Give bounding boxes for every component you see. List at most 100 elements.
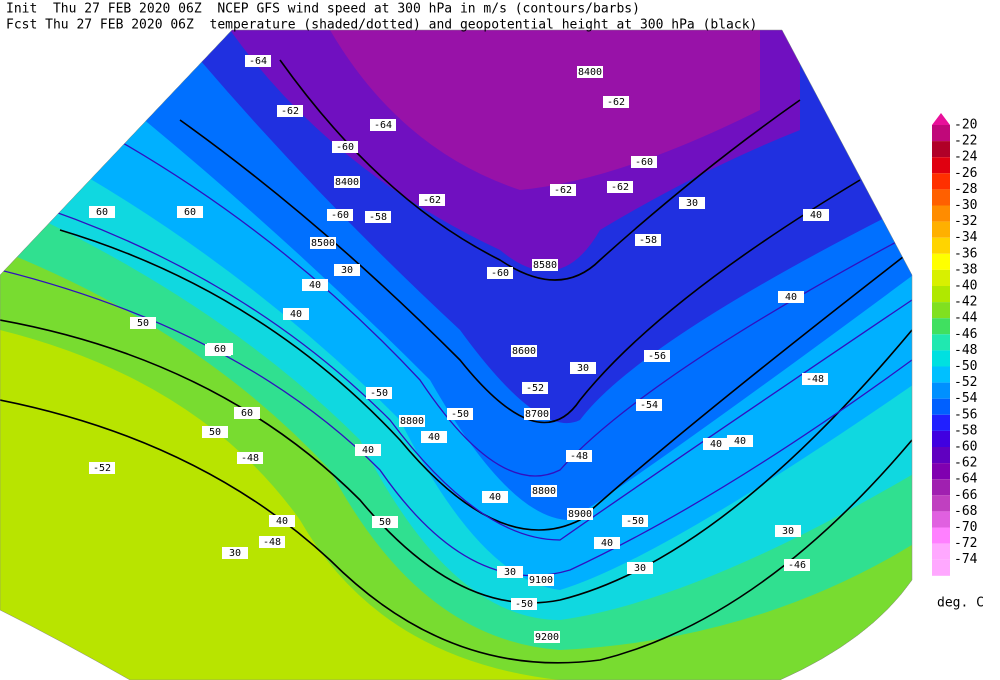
label-box — [202, 426, 228, 438]
colorbar-swatch — [932, 302, 950, 319]
colorbar-label: -42 — [954, 295, 977, 310]
map-label: -60 — [491, 268, 509, 279]
label-box — [524, 408, 550, 420]
label-box — [365, 211, 391, 223]
colorbar-label: -70 — [954, 520, 977, 535]
colorbar-label: -30 — [954, 198, 977, 213]
label-box — [269, 515, 295, 527]
colorbar-swatch — [932, 269, 950, 286]
label-box — [532, 259, 558, 271]
label-box — [355, 444, 381, 456]
colorbar-label: -52 — [954, 375, 977, 390]
label-box — [784, 559, 810, 571]
label-box — [803, 209, 829, 221]
colorbar-label: -68 — [954, 504, 977, 519]
label-box — [727, 435, 753, 447]
map-label: 40 — [428, 432, 440, 443]
map-label: 60 — [184, 207, 196, 218]
colorbar-label: -46 — [954, 327, 977, 342]
label-box — [207, 343, 233, 355]
label-box — [603, 96, 629, 108]
colorbar-label: -24 — [954, 150, 978, 165]
colorbar-label: -44 — [954, 311, 978, 326]
map-label: -62 — [554, 185, 572, 196]
map-label: 40 — [601, 538, 613, 549]
label-box — [497, 566, 523, 578]
label-box — [302, 279, 328, 291]
colorbar-swatch — [932, 527, 950, 544]
label-box — [802, 373, 828, 385]
colorbar-swatch — [932, 286, 950, 303]
map-label: 9100 — [529, 575, 553, 586]
map-label: 60 — [96, 207, 108, 218]
map-label: 8800 — [400, 416, 424, 427]
map-label: -48 — [806, 374, 824, 385]
map-label: -58 — [369, 212, 387, 223]
label-box — [531, 485, 557, 497]
colorbar-swatch — [932, 447, 950, 464]
colorbar-swatch — [932, 543, 950, 560]
label-box — [327, 209, 353, 221]
map-label: 8700 — [525, 409, 549, 420]
map-label: 40 — [710, 439, 722, 450]
label-box — [234, 407, 260, 419]
map-label: -50 — [451, 409, 469, 420]
label-box — [372, 516, 398, 528]
colorbar-swatch — [932, 221, 950, 238]
label-box — [511, 598, 537, 610]
label-box — [259, 536, 285, 548]
colorbar-swatch — [932, 173, 950, 190]
label-box — [534, 631, 560, 643]
map-label: 40 — [734, 436, 746, 447]
map-label: -50 — [370, 388, 388, 399]
header-line: Init Thu 27 FEB 2020 06Z NCEP GFS wind s… — [6, 2, 640, 17]
label-box — [399, 415, 425, 427]
colorbar-swatch — [932, 141, 950, 158]
label-box — [447, 408, 473, 420]
label-box — [245, 55, 271, 67]
map-label: -52 — [93, 463, 111, 474]
map-label: 60 — [241, 408, 253, 419]
colorbar-swatch — [932, 350, 950, 367]
colorbar-swatch — [932, 237, 950, 254]
colorbar-label: -32 — [954, 214, 977, 229]
map-label: -62 — [607, 97, 625, 108]
colorbar-swatch — [932, 334, 950, 351]
map-label: -62 — [423, 195, 441, 206]
colorbar-swatch — [932, 479, 950, 496]
colorbar-label: -62 — [954, 456, 977, 471]
colorbar-label: -56 — [954, 407, 977, 422]
label-box — [636, 399, 662, 411]
colorbar-swatch — [932, 398, 950, 415]
label-box — [577, 66, 603, 78]
label-box — [130, 317, 156, 329]
map-label: 8580 — [533, 260, 557, 271]
colorbar-swatch — [932, 318, 950, 335]
map-label: 30 — [782, 526, 794, 537]
label-box — [511, 345, 537, 357]
map-label: -50 — [515, 599, 533, 610]
map-label: 40 — [489, 492, 501, 503]
colorbar-swatch — [932, 414, 950, 431]
colorbar-label: -54 — [954, 391, 978, 406]
colorbar-swatch — [932, 189, 950, 206]
label-box — [631, 156, 657, 168]
colorbar-label: -58 — [954, 423, 977, 438]
map-label: -62 — [611, 182, 629, 193]
map-label: 40 — [276, 516, 288, 527]
map-label: -60 — [635, 157, 653, 168]
label-box — [366, 387, 392, 399]
label-box — [332, 141, 358, 153]
map-label: 40 — [309, 280, 321, 291]
label-box — [778, 291, 804, 303]
map-label: 40 — [362, 445, 374, 456]
colorbar-label: -26 — [954, 166, 977, 181]
colorbar-label: -74 — [954, 552, 978, 567]
colorbar-label: -22 — [954, 134, 977, 149]
map-label: 8400 — [335, 177, 359, 188]
map-label: 8800 — [532, 486, 556, 497]
colorbar-label: -36 — [954, 246, 977, 261]
colorbar-swatch — [932, 511, 950, 528]
map-label: -48 — [241, 453, 259, 464]
